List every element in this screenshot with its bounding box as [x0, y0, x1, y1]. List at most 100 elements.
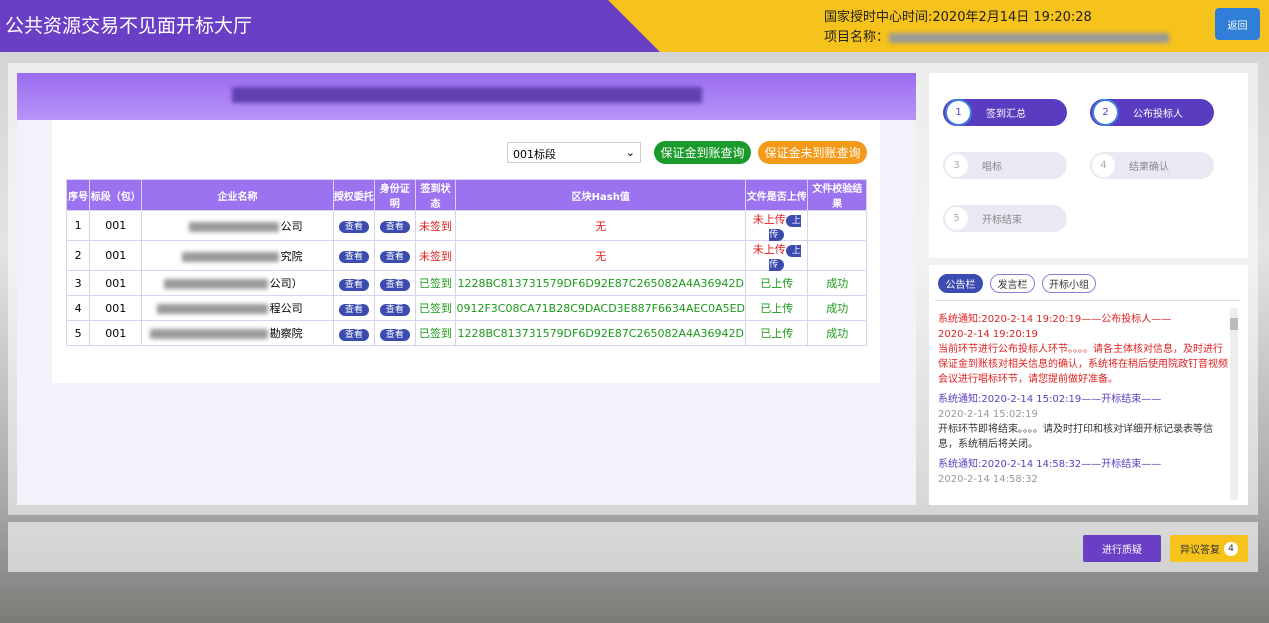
auth-cell: 查看: [332, 320, 376, 346]
column-header: 授权委托: [332, 179, 376, 211]
company: 公司）: [141, 270, 334, 296]
notice: 系统通知:2020-2-14 19:20:19——公布投标人—— 2020-2-1…: [938, 312, 1228, 387]
section: 001: [89, 320, 143, 346]
upload-status: 未上传: [752, 213, 786, 226]
id-view-button[interactable]: 查看: [379, 221, 410, 233]
notice-time: 2020-2-14 15:02:19: [938, 409, 1038, 420]
back-button[interactable]: 返回: [1215, 8, 1260, 40]
column-header: 文件是否上传: [745, 179, 809, 211]
sign-status: 已签到: [414, 295, 457, 321]
notice-tab[interactable]: 公告栏: [938, 274, 983, 293]
company: 究院: [141, 240, 334, 271]
divider: [935, 300, 1240, 301]
project-label: 项目名称：: [824, 30, 890, 45]
hash: 1228BC813731579DF6D92E87C265082A4A36942D: [455, 320, 747, 346]
table-row: 2 001 究院 查看 查看 未签到无未上传 上传: [65, 240, 867, 271]
blurred-company: [188, 221, 279, 232]
panel-header: [17, 73, 916, 120]
project-name: 项目名称：: [824, 26, 1171, 45]
id-view-button[interactable]: 查看: [379, 251, 410, 263]
auth-view-button[interactable]: 查看: [338, 251, 369, 263]
scrollbar: [1230, 308, 1238, 500]
blurred-company: [181, 251, 279, 262]
notice-time: 2020-2-14 19:20:19: [938, 329, 1038, 340]
column-header: 区块Hash值: [455, 179, 747, 211]
notice-title: 系统通知:2020-2-14 19:20:19——公布投标人——: [938, 314, 1172, 325]
paid-query-button[interactable]: 保证金到账查询: [654, 141, 751, 164]
server-time: 国家授时中心时间:2020年2月14日 19:20:28: [824, 10, 1092, 25]
table-row: 3 001 公司） 查看 查看 已签到 1228BC813731579DF6D92E87C2…: [65, 270, 867, 296]
select-value: 001标段: [513, 148, 556, 161]
auth-view-button[interactable]: 查看: [338, 278, 369, 291]
blurred-project: [889, 32, 1170, 43]
step: 5 开标结束: [943, 205, 1067, 232]
step-label: 结果确认: [1129, 162, 1169, 173]
column-header: 标段（包）: [89, 179, 143, 211]
sign-status: 已签到: [414, 270, 457, 296]
reply-badge: 4: [1224, 541, 1238, 556]
id-cell: 查看: [374, 240, 416, 271]
step-number: 2: [1092, 99, 1119, 126]
id-view-button[interactable]: 查看: [379, 303, 410, 316]
company: 勘察院: [141, 320, 334, 346]
section: 001: [89, 295, 143, 321]
column-header: 序号: [65, 179, 91, 211]
notice-time: 2020-2-14 14:58:32: [938, 474, 1038, 485]
step-label: 签到汇总: [986, 109, 1026, 120]
id-cell: 查看: [374, 320, 416, 346]
verify-cell: 成功: [807, 295, 867, 321]
hash: 0912F3C08CA71B28C9DACD3E887F6634AEC0A5ED: [455, 295, 747, 321]
column-header: 文件校验结果: [807, 179, 867, 211]
verify-cell: 成功: [807, 320, 867, 346]
verify-result: 成功: [826, 327, 849, 340]
upload-status: 已上传: [760, 302, 794, 315]
upload-cell: 未上传 上传: [745, 240, 809, 271]
auth-view-button[interactable]: 查看: [338, 303, 369, 316]
auth-cell: 查看: [332, 210, 376, 241]
id-view-button[interactable]: 查看: [379, 278, 410, 291]
column-header: 签到状态: [414, 179, 457, 211]
row-number: 1: [65, 210, 91, 241]
upload-cell: 已上传: [745, 320, 809, 346]
question-button[interactable]: 进行质疑: [1083, 535, 1161, 562]
notice-title: 系统通知:2020-2-14 14:58:32——开标结束——: [938, 459, 1162, 470]
upload-cell: 已上传: [745, 270, 809, 296]
auth-view-button[interactable]: 查看: [338, 221, 369, 233]
company-suffix: 勘察院: [269, 327, 303, 340]
column-header: 企业名称: [141, 179, 334, 211]
company-suffix: 程公司: [269, 302, 303, 315]
notice-tab[interactable]: 发言栏: [990, 274, 1035, 293]
row-number: 3: [65, 270, 91, 296]
id-cell: 查看: [374, 295, 416, 321]
blurred-company: [156, 304, 268, 314]
upload-cell: 已上传: [745, 295, 809, 321]
table-row: 4 001 程公司 查看 查看 已签到 0912F3C08CA71B28C9DACD3E88…: [65, 295, 867, 321]
sign-status: 未签到: [414, 210, 457, 241]
notice-body: 当前环节进行公布投标人环节。。。。请各主体核对信息，及时进行保证金到账核对相关信…: [938, 344, 1228, 385]
upload-cell: 未上传 上传: [745, 210, 809, 241]
column-header: 身份证明: [374, 179, 416, 211]
auth-cell: 查看: [332, 295, 376, 321]
verify-cell: 成功: [807, 270, 867, 296]
company-suffix: 究院: [280, 249, 303, 263]
unpaid-query-button[interactable]: 保证金未到账查询: [758, 141, 867, 164]
notice-tab[interactable]: 开标小组: [1042, 274, 1096, 293]
footer-bar: [8, 522, 1258, 572]
reply-button[interactable]: 异议答复 4: [1170, 535, 1248, 562]
steps-panel: 1 签到汇总 2 公布投标人 3 唱标 4 结果确认 5 开标结束: [929, 73, 1248, 258]
hash: 无: [455, 210, 747, 241]
step-number: 1: [945, 99, 972, 126]
section-select[interactable]: 001标段 ⌄: [507, 142, 641, 163]
step-label: 开标结束: [982, 215, 1022, 226]
upload-status: 已上传: [760, 327, 794, 340]
app-title: 公共资源交易不见面开标大厅: [5, 15, 253, 37]
auth-view-button[interactable]: 查看: [338, 328, 369, 341]
blurred-company: [163, 279, 268, 289]
company-suffix: 公司）: [269, 277, 303, 290]
sign-status: 未签到: [414, 240, 457, 271]
id-view-button[interactable]: 查看: [379, 328, 410, 341]
upload-status: 已上传: [760, 277, 794, 290]
step: 2 公布投标人: [1090, 99, 1214, 126]
step: 1 签到汇总: [943, 99, 1067, 126]
table-row: 1 001 公司 查看 查看 未签到无未上传 上传: [65, 210, 867, 241]
